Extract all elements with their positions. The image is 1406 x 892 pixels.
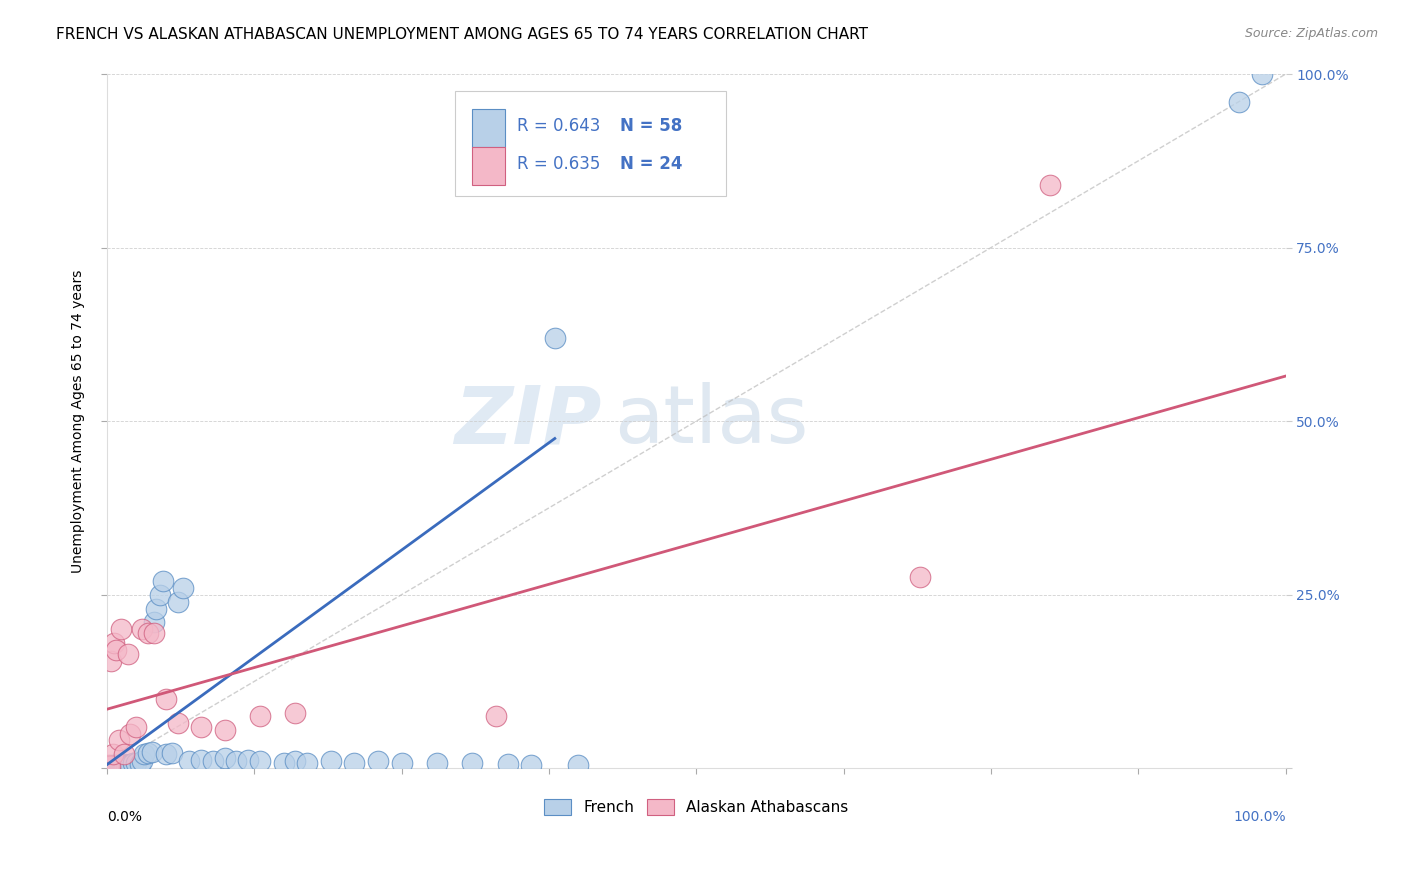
Point bbox=[134, 747, 156, 762]
Point bbox=[105, 757, 128, 772]
Text: 0.0%: 0.0% bbox=[107, 810, 142, 824]
Point bbox=[155, 747, 177, 762]
Point bbox=[125, 756, 148, 770]
Point bbox=[121, 756, 143, 771]
Point bbox=[544, 331, 567, 345]
Point bbox=[367, 755, 389, 769]
Point bbox=[567, 757, 589, 772]
Point bbox=[107, 733, 129, 747]
Point bbox=[114, 757, 136, 772]
Point bbox=[101, 759, 124, 773]
Point bbox=[238, 753, 260, 767]
Point bbox=[107, 758, 129, 772]
Point bbox=[110, 623, 132, 637]
Point bbox=[120, 726, 142, 740]
Point bbox=[131, 755, 153, 769]
Point bbox=[461, 756, 484, 770]
Text: Source: ZipAtlas.com: Source: ZipAtlas.com bbox=[1244, 27, 1378, 40]
Point bbox=[910, 570, 932, 584]
Point bbox=[100, 760, 122, 774]
Point bbox=[105, 643, 128, 657]
Point bbox=[142, 626, 165, 640]
Point bbox=[172, 581, 194, 595]
Point bbox=[179, 755, 201, 769]
Point bbox=[343, 756, 366, 770]
Point bbox=[166, 716, 188, 731]
Point bbox=[107, 757, 129, 772]
Point bbox=[1251, 67, 1274, 81]
Point bbox=[155, 691, 177, 706]
Point bbox=[214, 723, 236, 737]
Point bbox=[190, 720, 212, 734]
Point bbox=[485, 709, 508, 723]
Point bbox=[111, 757, 134, 772]
Point bbox=[391, 756, 413, 770]
FancyBboxPatch shape bbox=[472, 147, 505, 186]
Y-axis label: Unemployment Among Ages 65 to 74 years: Unemployment Among Ages 65 to 74 years bbox=[72, 269, 86, 573]
Point bbox=[110, 759, 132, 773]
Point bbox=[125, 720, 148, 734]
Point bbox=[284, 755, 307, 769]
Point bbox=[136, 746, 159, 760]
Point bbox=[273, 756, 295, 770]
Point bbox=[117, 647, 139, 661]
Point bbox=[249, 755, 271, 769]
Point bbox=[105, 759, 128, 773]
Point bbox=[225, 755, 247, 769]
Point bbox=[114, 757, 136, 772]
Point bbox=[104, 759, 127, 773]
Text: atlas: atlas bbox=[614, 382, 808, 460]
Point bbox=[98, 759, 121, 773]
Point bbox=[117, 758, 139, 772]
Text: N = 24: N = 24 bbox=[620, 155, 682, 173]
Point bbox=[108, 758, 131, 772]
Point bbox=[496, 757, 519, 772]
Point bbox=[295, 756, 318, 770]
Point bbox=[145, 601, 167, 615]
Point bbox=[190, 753, 212, 767]
Point bbox=[98, 759, 121, 773]
Point bbox=[214, 751, 236, 765]
Text: N = 58: N = 58 bbox=[620, 117, 682, 135]
Point bbox=[120, 757, 142, 772]
Point bbox=[104, 758, 127, 772]
Point bbox=[1039, 178, 1062, 193]
Point bbox=[520, 757, 543, 772]
Point bbox=[103, 760, 125, 774]
Legend: French, Alaskan Athabascans: French, Alaskan Athabascans bbox=[536, 792, 856, 823]
Point bbox=[142, 615, 165, 630]
Point bbox=[103, 636, 125, 650]
Point bbox=[160, 746, 183, 760]
Text: 100.0%: 100.0% bbox=[1233, 810, 1285, 824]
Point bbox=[166, 594, 188, 608]
Point bbox=[426, 756, 449, 770]
Point bbox=[98, 760, 121, 774]
Text: R = 0.635: R = 0.635 bbox=[517, 155, 600, 173]
Point bbox=[152, 574, 174, 588]
Point bbox=[201, 755, 224, 769]
Point bbox=[100, 654, 122, 668]
Point bbox=[112, 758, 135, 772]
Point bbox=[101, 758, 124, 772]
FancyBboxPatch shape bbox=[472, 109, 505, 147]
Point bbox=[128, 757, 150, 772]
Point bbox=[136, 626, 159, 640]
Point bbox=[141, 745, 163, 759]
Text: FRENCH VS ALASKAN ATHABASCAN UNEMPLOYMENT AMONG AGES 65 TO 74 YEARS CORRELATION : FRENCH VS ALASKAN ATHABASCAN UNEMPLOYMEN… bbox=[56, 27, 869, 42]
Text: R = 0.643: R = 0.643 bbox=[517, 117, 600, 135]
Point bbox=[149, 588, 172, 602]
Point bbox=[249, 709, 271, 723]
Point bbox=[1227, 95, 1250, 109]
Point bbox=[284, 706, 307, 720]
Text: ZIP: ZIP bbox=[454, 382, 602, 460]
FancyBboxPatch shape bbox=[454, 91, 725, 195]
Point bbox=[120, 757, 142, 772]
Point bbox=[101, 747, 124, 762]
Point bbox=[114, 747, 136, 762]
Point bbox=[98, 758, 121, 772]
Point bbox=[131, 623, 153, 637]
Point bbox=[319, 755, 342, 769]
